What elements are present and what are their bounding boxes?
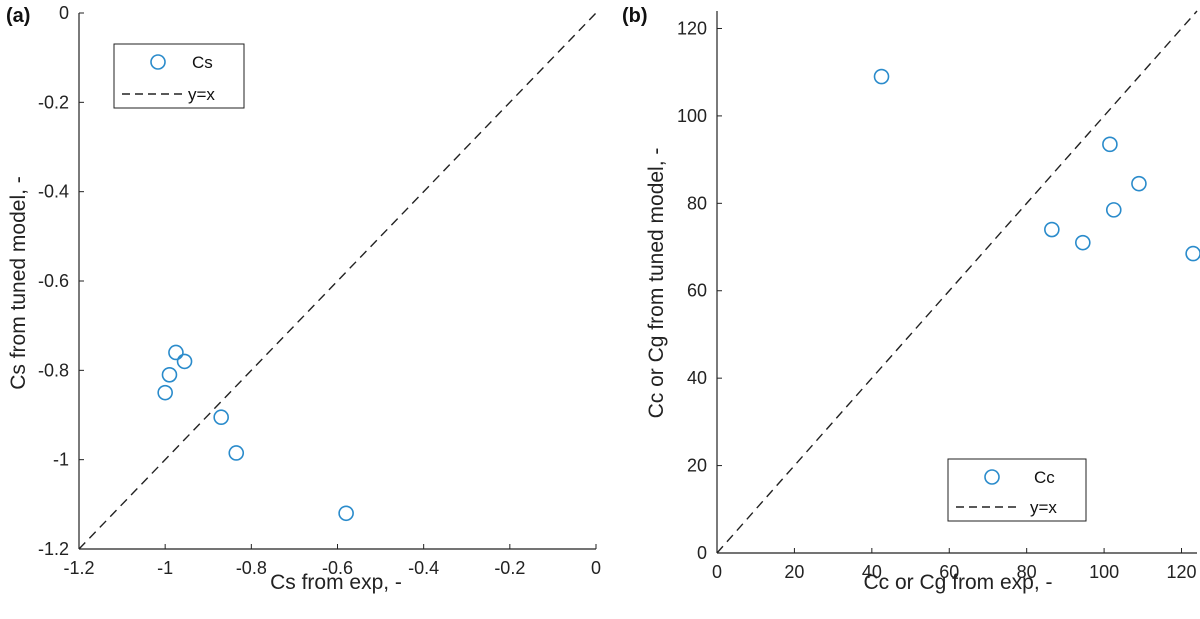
panel-a-data-point [168, 344, 184, 361]
panel-a-x-tick-label: -1 [157, 558, 173, 578]
panel-a-x-axis-label: Cs from exp, - [270, 571, 402, 594]
panel-b-legend-yx: y=x [1030, 498, 1057, 517]
panel-b-legend: Cc y=x [947, 458, 1087, 522]
panel-a-y-tick-label: -0.6 [38, 271, 69, 291]
panel-b-y-tick-label: 0 [697, 543, 707, 563]
panel-a-reference-line-yx [78, 12, 597, 550]
panel-b-x-tick-label: 80 [1017, 562, 1037, 582]
panel-b-data-point [873, 68, 890, 85]
panel-a-y-tick-label: -0.8 [38, 360, 69, 380]
panel-b-plot-area [716, 10, 1200, 554]
panel-b-y-tick-label: 20 [687, 456, 707, 476]
panel-a-y-axis-label: Cs from tuned model, - [7, 176, 30, 390]
panel-a-data-point [176, 353, 193, 370]
panel-a-ticks: -1.2 -1 -0.8 -0.6 -0.4 -0.2 0 -1.2 -1 -0.8 -0.6 -0.… [38, 3, 601, 578]
panel-a-label: (a) [6, 5, 30, 27]
panel-b-y-axis-label: Cc or Cg from tuned model, - [645, 148, 668, 419]
panel-b-y-tick-label: 40 [687, 368, 707, 388]
panel-b-x-tick-label: 100 [1089, 562, 1119, 582]
panel-b-data-point [1105, 202, 1122, 218]
panel-b-x-tick-label: 120 [1166, 562, 1196, 582]
panel-a-x-tick-label: -0.2 [494, 558, 525, 578]
panel-b-legend-cc: Cc [1034, 468, 1055, 487]
panel-b-x-axis-label: Cc or Cg from exp, - [863, 571, 1052, 594]
panel-b-data-point [1131, 175, 1147, 192]
panel-b-y-tick-label: 120 [677, 18, 707, 38]
panel-a-data-point [338, 505, 354, 522]
panel-b-ticks: 0 20 40 60 80 100 120 0 20 40 60 80 100 120 [677, 18, 1197, 582]
panel-a: (a) -1.2 -1 -0.8 -0.6 -0.4 -0.2 0 -1.2 -1 -0.8 -0.… [6, 3, 601, 594]
panel-b-x-tick-label: 40 [862, 562, 882, 582]
panel-a-legend: Cs y=x [113, 43, 245, 109]
panel-a-data-point [213, 409, 229, 426]
panel-a-data-point [228, 445, 245, 461]
panel-a-legend-marker-cs [150, 54, 166, 70]
panel-a-x-tick-label: -1.2 [63, 558, 94, 578]
panel-a-plot-area [78, 12, 597, 550]
panel-a-x-tick-label: -0.6 [322, 558, 353, 578]
panel-b-y-tick-label: 80 [687, 193, 707, 213]
panel-b: (b) 0 20 40 60 80 100 120 0 20 40 60 80 100 120 Cc or… [622, 5, 1200, 594]
panel-b-data-point [1075, 234, 1091, 251]
panel-a-legend-yx: y=x [188, 85, 215, 104]
panel-b-y-tick-label: 100 [677, 106, 707, 126]
panel-a-data-point [161, 366, 178, 383]
panel-a-x-tick-label: 0 [591, 558, 601, 578]
panel-b-data-point [1102, 136, 1118, 153]
panel-b-x-tick-label: 20 [784, 562, 804, 582]
panel-b-data-point [1185, 245, 1200, 262]
panel-a-data-point [157, 384, 173, 401]
panel-a-x-tick-label: -0.4 [408, 558, 439, 578]
panel-b-legend-marker-cc [984, 469, 1000, 485]
panel-a-legend-cs: Cs [192, 53, 213, 72]
panel-a-y-tick-label: -0.2 [38, 92, 69, 112]
panel-a-y-tick-label: 0 [59, 3, 69, 23]
panel-a-y-tick-label: -0.4 [38, 182, 69, 202]
panel-b-y-tick-label: 60 [687, 281, 707, 301]
panel-b-x-tick-label: 60 [939, 562, 959, 582]
panel-a-x-tick-label: -0.8 [236, 558, 267, 578]
panel-a-legend-box [113, 43, 245, 109]
panel-b-data-point [1044, 221, 1060, 238]
panel-b-reference-line-yx [716, 10, 1198, 554]
panel-b-label: (b) [622, 5, 648, 27]
panel-a-y-tick-label: -1 [53, 450, 69, 470]
panel-b-legend-box [947, 458, 1087, 522]
panel-b-x-tick-label: 0 [712, 562, 722, 582]
panel-a-y-tick-label: -1.2 [38, 539, 69, 559]
panel-b-axes [716, 11, 1197, 554]
